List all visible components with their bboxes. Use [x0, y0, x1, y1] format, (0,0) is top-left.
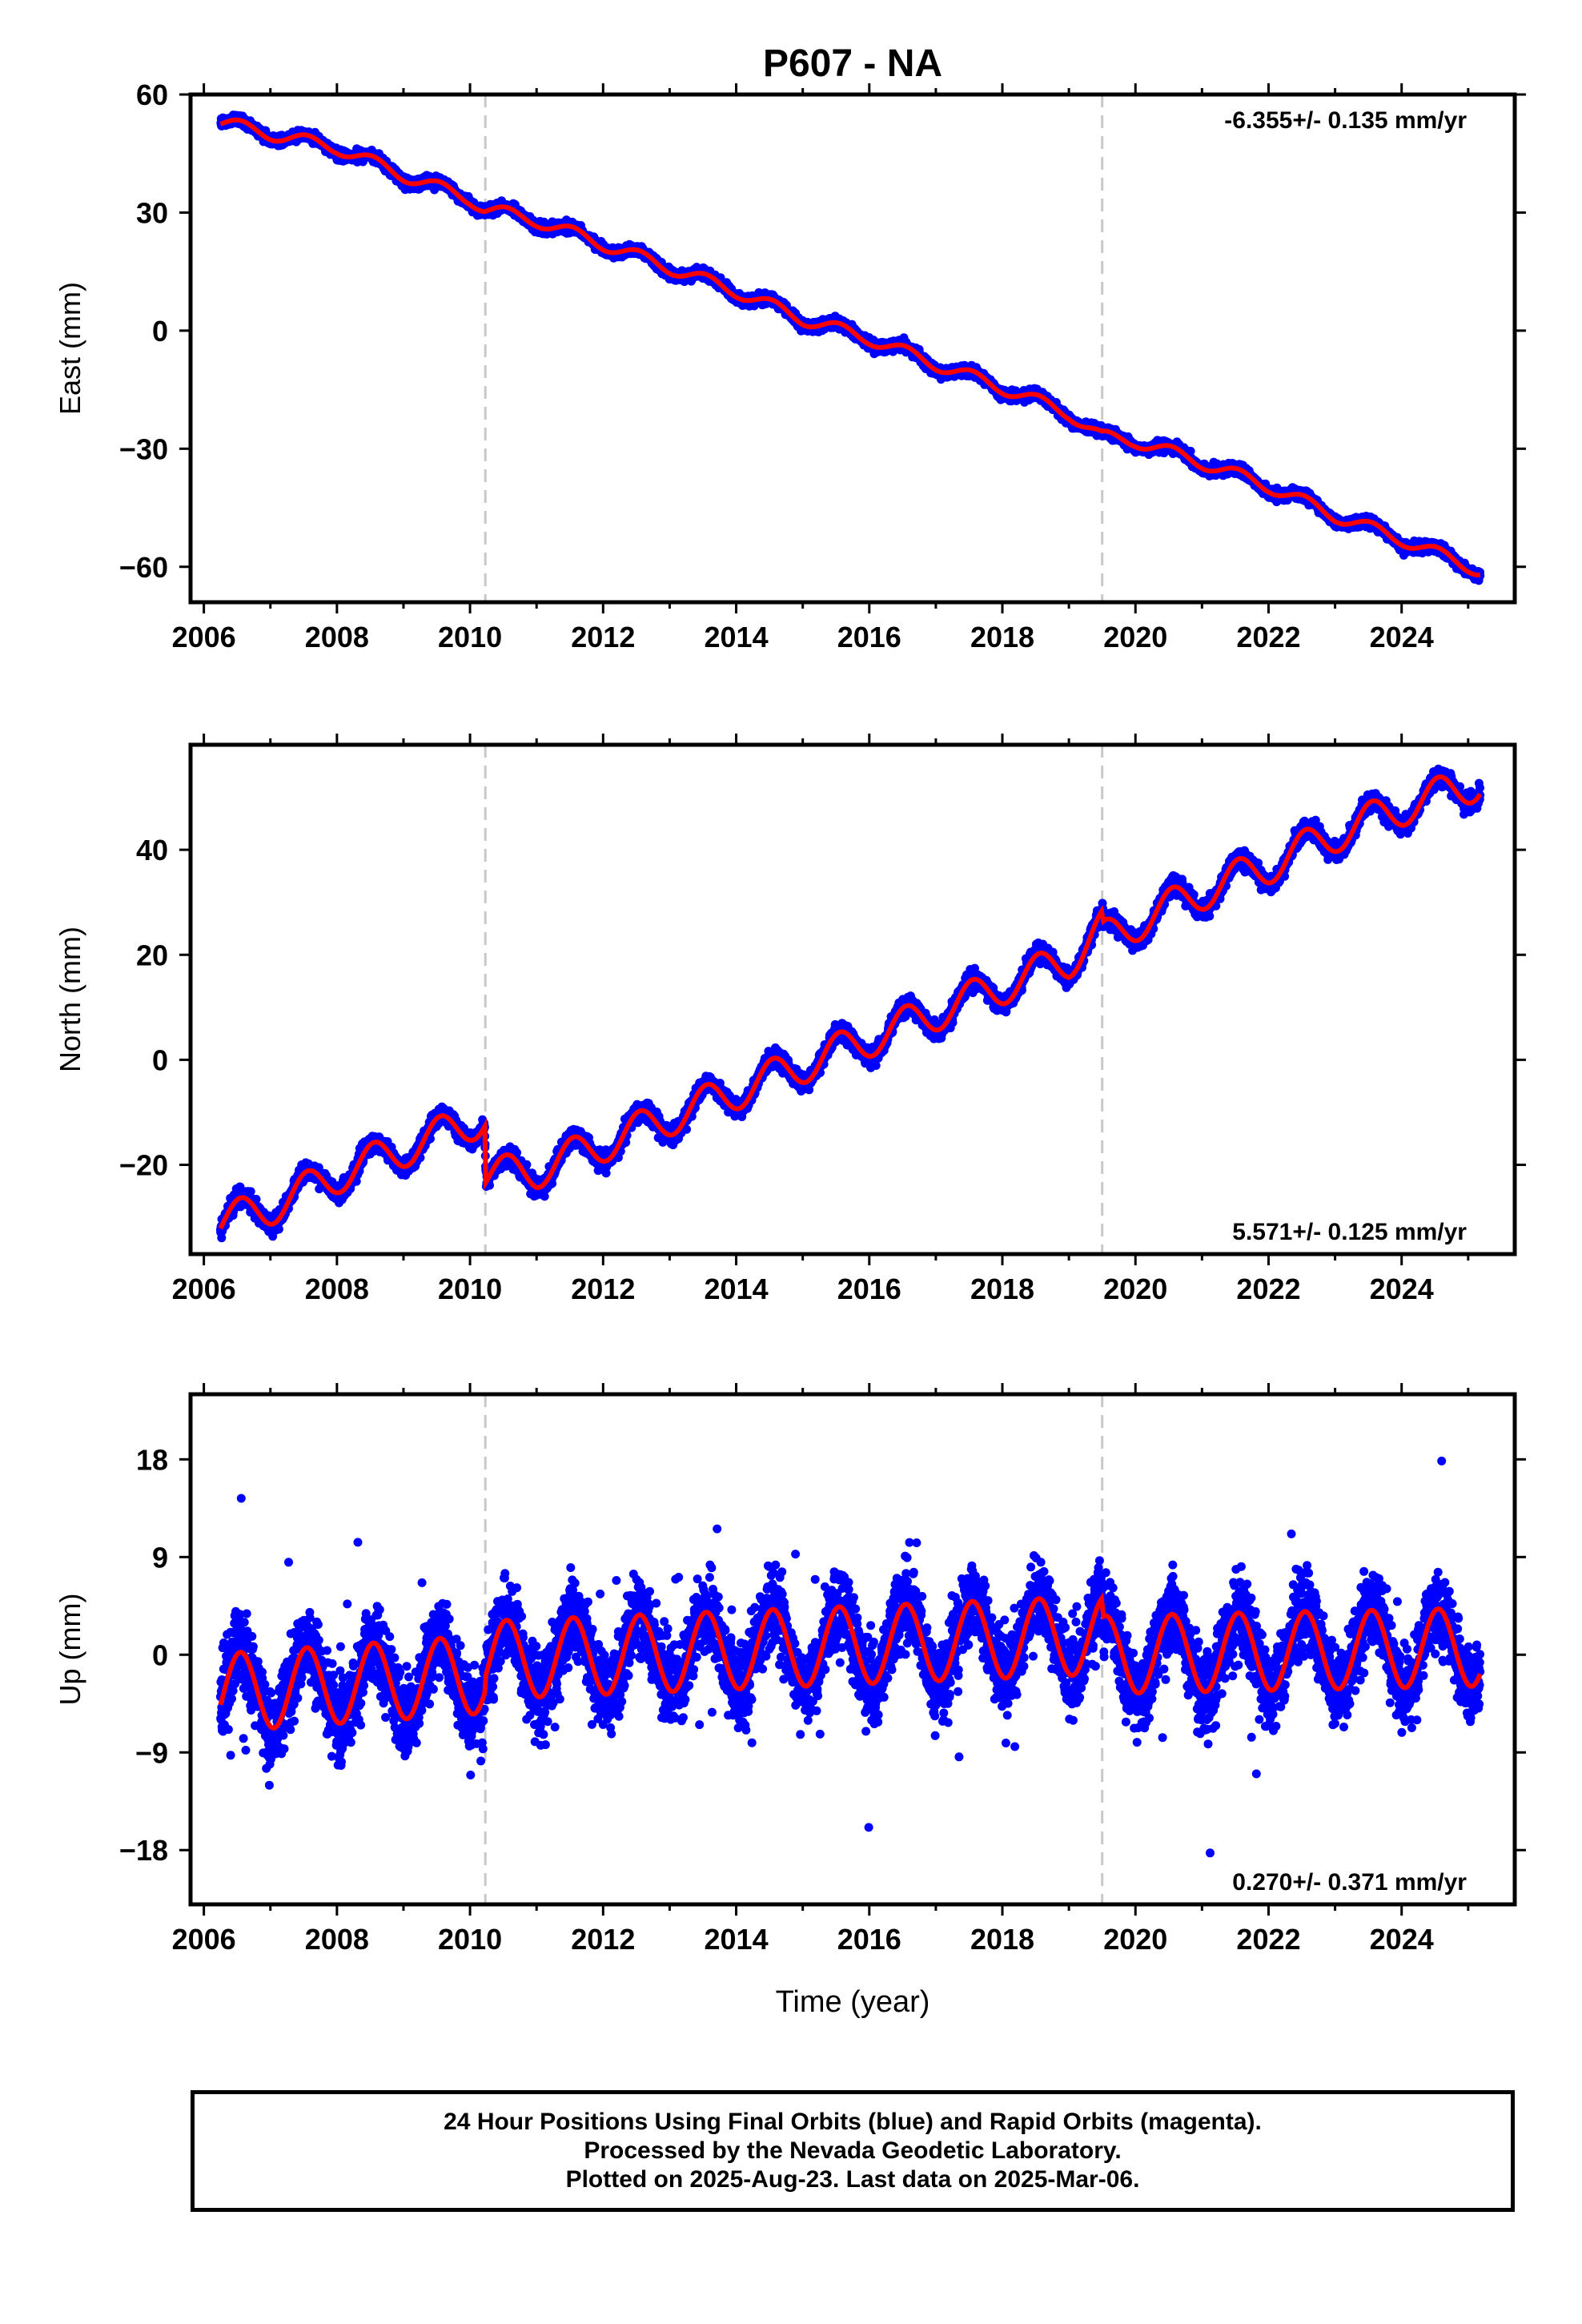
panel-east: 2006 2008 2010 2012 2014 2016 2018 2020 2022 2024…	[54, 78, 1526, 653]
chart-title: P607 - NA	[763, 42, 942, 85]
